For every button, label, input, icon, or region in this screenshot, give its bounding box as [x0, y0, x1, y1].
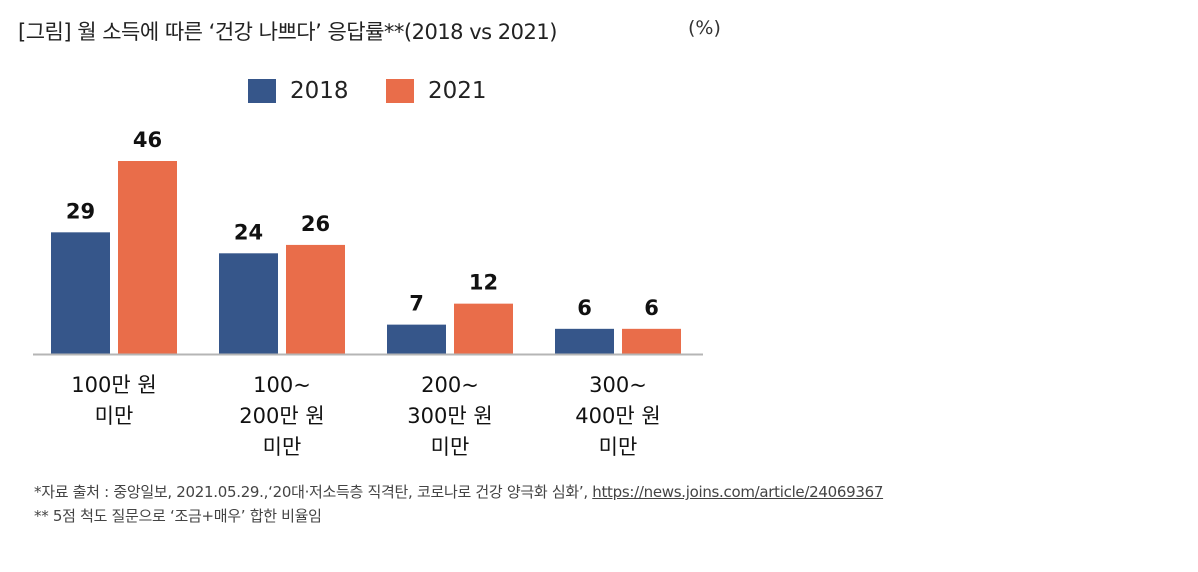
unit-label: (%) [688, 17, 721, 39]
bar-2021-3 [454, 303, 513, 354]
data-label-2021-3: 12 [469, 271, 498, 295]
x-tick-label-4: 300~ [589, 373, 647, 397]
bar-2021-4 [622, 328, 681, 354]
x-tick-label-2: 100~ [253, 373, 311, 397]
chart-title: [그림] 월 소득에 따른 ‘건강 나쁘다’ 응답률**(2018 vs 202… [18, 20, 557, 44]
data-label-2018-1: 29 [66, 199, 95, 223]
source-note: *자료 출처 : 중앙일보, 2021.05.29.,‘20대·저소득층 직격탄… [34, 481, 883, 502]
data-label-2018-4: 6 [577, 296, 592, 320]
source-text: *자료 출처 : 중앙일보, 2021.05.29.,‘20대·저소득층 직격탄… [34, 483, 593, 501]
x-tick-label-2: 미만 [263, 435, 302, 459]
bar-2018-3 [387, 324, 446, 354]
x-tick-label-2: 200만 원 [239, 404, 324, 428]
data-label-2021-1: 46 [133, 128, 162, 152]
x-tick-label-3: 300만 원 [407, 404, 492, 428]
data-label-2021-2: 26 [301, 212, 330, 236]
legend-swatch-2021 [386, 79, 414, 103]
x-tick-label-4: 400만 원 [575, 404, 660, 428]
x-tick-label-3: 200~ [421, 373, 479, 397]
x-tick-label-4: 미만 [599, 435, 638, 459]
x-tick-label-1: 100만 원 [71, 373, 156, 397]
bar-2021-2 [286, 244, 345, 354]
legend-swatch-2018 [248, 79, 276, 103]
legend-item-2021: 2021 [386, 78, 487, 104]
bar-2018-4 [555, 328, 614, 354]
footnote: ** 5점 척도 질문으로 ‘조금+매우’ 합한 비율임 [34, 507, 322, 525]
legend-label-2021: 2021 [428, 78, 487, 104]
data-label-2021-4: 6 [644, 296, 659, 320]
source-link[interactable]: https://news.joins.com/article/24069367 [592, 483, 884, 501]
legend-item-2018: 2018 [248, 78, 349, 104]
data-label-2018-3: 7 [409, 292, 424, 316]
legend-label-2018: 2018 [290, 78, 349, 104]
bar-2018-1 [51, 232, 110, 354]
x-tick-label-1: 미만 [95, 404, 134, 428]
bar-2018-2 [219, 253, 278, 354]
bar-2021-1 [118, 161, 177, 354]
data-label-2018-2: 24 [234, 220, 263, 244]
x-tick-label-3: 미만 [431, 435, 470, 459]
